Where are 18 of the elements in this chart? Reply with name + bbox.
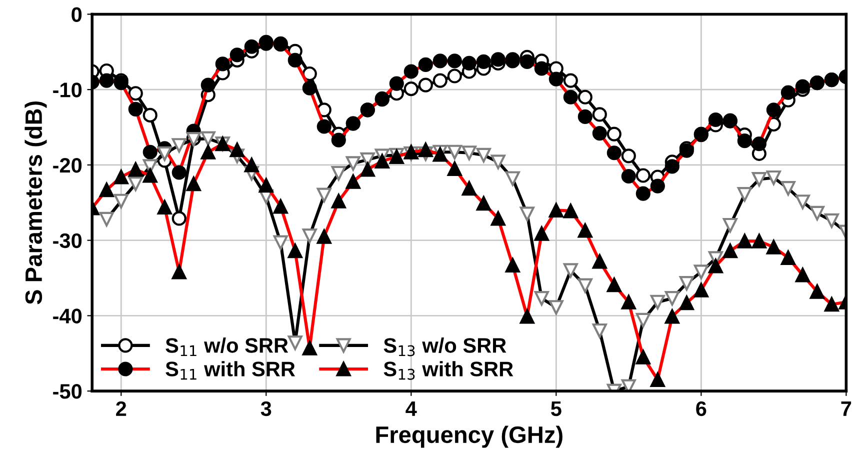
legend-label: S$_{13}$ w/o SRR bbox=[384, 338, 506, 356]
x-tick-label: 2 bbox=[116, 401, 126, 416]
y-tick-label: -40 bbox=[53, 308, 82, 324]
legend-label: S$_{11}$ with SRR bbox=[166, 361, 296, 380]
y-tick-label: -30 bbox=[53, 233, 82, 248]
x-tick-label: 3 bbox=[260, 401, 272, 416]
legend-label: S$_{11}$ w/o SRR bbox=[166, 338, 288, 356]
x-tick-label: 6 bbox=[696, 401, 706, 416]
y-tick-label: -20 bbox=[53, 158, 82, 173]
x-tick-label: 4 bbox=[406, 402, 417, 416]
x-tick-label: 5 bbox=[551, 402, 562, 416]
legend-label: S$_{13}$ with SRR bbox=[384, 361, 514, 380]
y-tick-label: 0 bbox=[72, 7, 82, 22]
y-axis-title: S Parameters (dB) bbox=[24, 101, 47, 304]
x-tick-label: 7 bbox=[841, 402, 852, 416]
x-axis-title: Frequency (GHz) bbox=[376, 426, 562, 448]
y-tick-label: -50 bbox=[53, 384, 82, 399]
y-tick-label: -10 bbox=[53, 82, 82, 98]
